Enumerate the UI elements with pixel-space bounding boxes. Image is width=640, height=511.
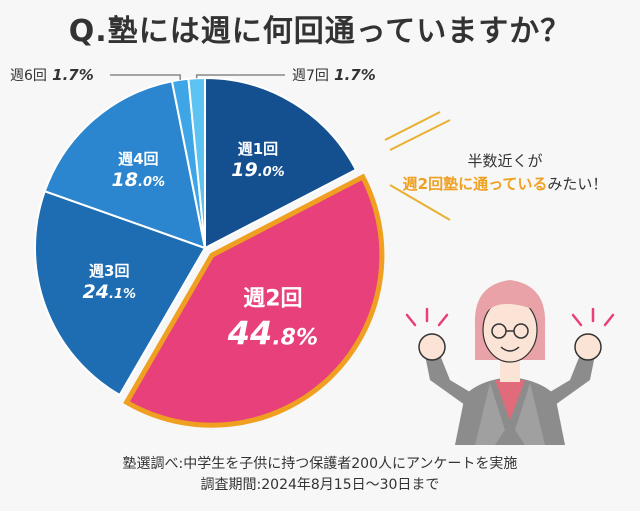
leader-line-4 [110, 74, 181, 80]
slice-value: 1.7% [328, 66, 376, 84]
slice-value: 24.1% [82, 280, 136, 303]
cheering-woman-illustration-icon [405, 280, 615, 445]
callout-suffix: みたい！ [547, 175, 608, 194]
slice-value: 18.0% [111, 168, 166, 191]
callout-text: 半数近くが 週2回塾に通っているみたい！ [380, 111, 630, 221]
slice-label-1: 週2回 44.8% [228, 285, 318, 353]
slice-label-2: 週3回 24.1% [83, 262, 136, 305]
slice-label-4: 週6回 1.7% [10, 65, 94, 85]
slice-category: 週1回 [237, 139, 279, 158]
pie-slice-3 [43, 80, 207, 250]
slice-category: 週2回 [243, 286, 303, 312]
slice-label-3: 週4回 18.0% [112, 150, 165, 193]
slice-category: 週7回 [292, 68, 329, 84]
footnote: 塾選調べ:中学生を子供に持つ保護者200人にアンケートを実施 調査期間:2024… [0, 454, 640, 496]
page-title: Q.塾には週に何回通っていますか？ [68, 14, 572, 49]
pie-slice-2 [34, 189, 207, 397]
slice-label-0: 週1回 19.0% [231, 140, 284, 183]
slice-category: 週3回 [89, 261, 130, 280]
footnote-source: 塾選調べ:中学生を子供に持つ保護者200人にアンケートを実施 [122, 456, 518, 472]
slice-label-5: 週7回 1.7% [292, 65, 376, 85]
slice-value: 1.7% [46, 66, 94, 84]
callout-highlight: 週2回塾に通っている [402, 175, 548, 194]
slice-value: 44.8% [227, 313, 319, 352]
callout-lines-icon [384, 111, 451, 221]
pie-slice-1 [123, 173, 385, 428]
leader-line-5 [195, 74, 285, 79]
slice-category: 週6回 [10, 68, 47, 84]
footnote-period: 調査期間:2024年8月15日〜30日まで [200, 477, 440, 493]
slice-value: 19.0% [231, 158, 285, 181]
callout-line1: 半数近くが [467, 152, 543, 170]
pie-slice-0 [204, 76, 358, 250]
slice-category: 週4回 [118, 149, 159, 168]
